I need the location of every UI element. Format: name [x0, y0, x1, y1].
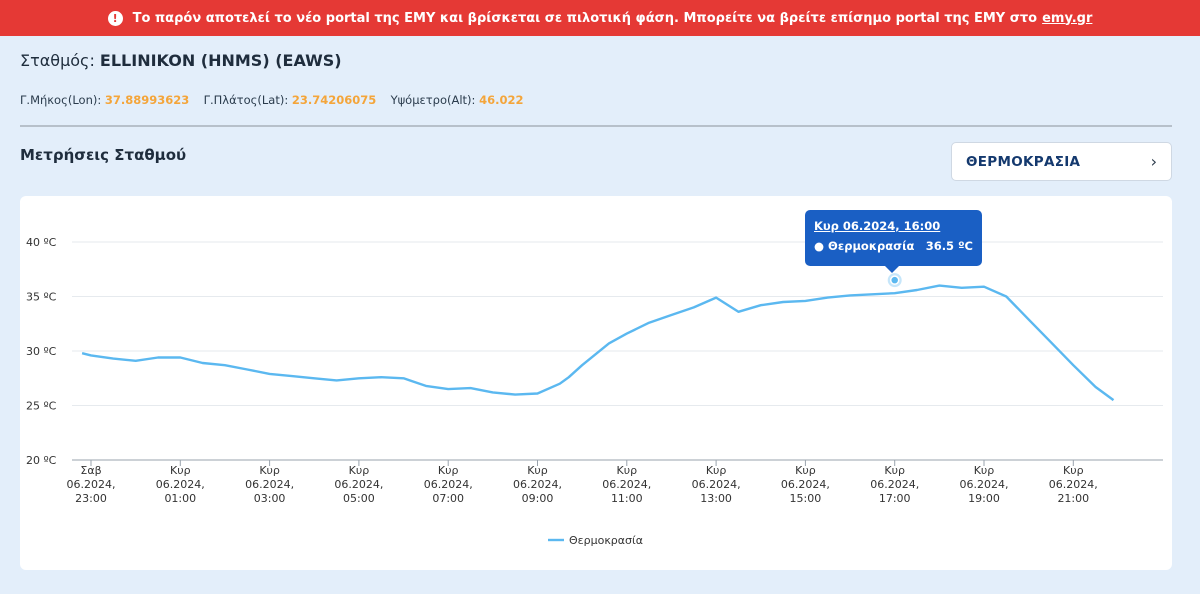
x-tick-label: Κυρ 06.2024, 11:00	[602, 464, 651, 505]
lat-label: Γ.Πλάτος(Lat):	[203, 93, 289, 107]
tooltip-value: 36.5 ºC	[925, 239, 973, 253]
station-label: Σταθμός:	[20, 51, 95, 70]
x-tick-label: Κυρ 06.2024, 17:00	[870, 464, 919, 505]
section-title: Μετρήσεις Σταθμού	[20, 146, 187, 164]
lat-value: 23.74206075	[291, 93, 377, 107]
alt-label: Υψόμετρο(Alt):	[390, 93, 476, 107]
x-tick-label: Κυρ 06.2024, 05:00	[334, 464, 383, 505]
x-tick-label: Κυρ 06.2024, 19:00	[960, 464, 1009, 505]
legend-label: Θερμοκρασία	[569, 534, 643, 547]
y-tick-label: 30 ºC	[26, 345, 57, 358]
x-tick-label: Κυρ 06.2024, 15:00	[781, 464, 830, 505]
x-tick-label: Κυρ 06.2024, 07:00	[424, 464, 473, 505]
chart-tooltip: Κυρ 06.2024, 16:00 ● Θερμοκρασία 36.5 ºC	[805, 210, 982, 273]
emy-link[interactable]: emy.gr	[1042, 10, 1093, 26]
chevron-right-icon: ›	[1150, 152, 1157, 171]
lon-value: 37.88993623	[104, 93, 190, 107]
chart-card: 20 ºC 25 ºC 30 ºC 35 ºC 40 ºC Σαβ 06.2024, 23:0…	[20, 196, 1172, 570]
pilot-banner: ! Το παρόν αποτελεί το νέο portal της ΕΜ…	[0, 0, 1200, 36]
x-tick-label: Κυρ 06.2024, 13:00	[692, 464, 741, 505]
x-tick-label: Κυρ 06.2024, 21:00	[1049, 464, 1098, 505]
section-divider	[20, 125, 1172, 127]
alt-value: 46.022	[479, 93, 524, 107]
banner-text: Το παρόν αποτελεί το νέο portal της ΕΜΥ …	[132, 10, 1038, 26]
highlight-point	[889, 275, 900, 285]
y-tick-label: 20 ºC	[26, 454, 57, 467]
tooltip-date: Κυρ 06.2024, 16:00	[814, 219, 941, 233]
selector-value: ΘΕΡΜΟΚΡΑΣΙΑ	[966, 153, 1081, 170]
measurement-selector[interactable]: ΘΕΡΜΟΚΡΑΣΙΑ ›	[951, 142, 1172, 181]
y-tick-label: 40 ºC	[26, 236, 57, 249]
x-tick-label: Κυρ 06.2024, 03:00	[245, 464, 294, 505]
x-tick-label: Κυρ 06.2024, 09:00	[513, 464, 562, 505]
series-line-temperature	[81, 284, 1115, 402]
temperature-chart[interactable]: 20 ºC 25 ºC 30 ºC 35 ºC 40 ºC Σαβ 06.2024, 23:0…	[20, 196, 1172, 570]
tooltip-arrow	[885, 266, 899, 273]
tooltip-series: ● Θερμοκρασία	[814, 239, 915, 253]
y-tick-label: 25 ºC	[26, 400, 57, 413]
station-name: ELLINIKON (HNMS) (EAWS)	[99, 51, 342, 70]
x-tick-label: Κυρ 06.2024, 01:00	[156, 464, 205, 505]
station-heading: Σταθμός: ELLINIKON (HNMS) (EAWS)	[20, 51, 342, 70]
x-tick-label: Σαβ 06.2024, 23:00	[67, 464, 116, 505]
y-tick-label: 35 ºC	[26, 291, 57, 304]
lon-label: Γ.Μήκος(Lon):	[20, 93, 102, 107]
exclamation-icon: !	[107, 10, 123, 26]
station-coordinates: Γ.Μήκος(Lon): 37.88993623 Γ.Πλάτος(Lat):…	[20, 93, 523, 107]
